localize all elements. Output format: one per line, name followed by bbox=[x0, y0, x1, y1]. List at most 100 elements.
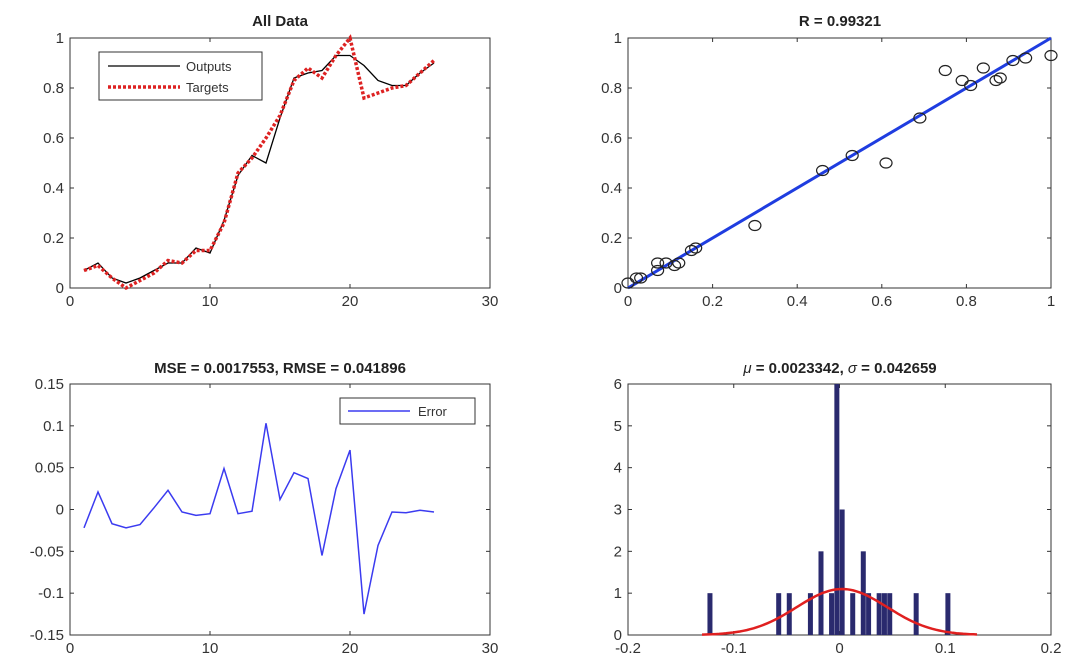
scatter-point bbox=[634, 272, 648, 284]
regression-x-tick-label: 0 bbox=[624, 293, 632, 310]
all-data-y-tick-label: 0.8 bbox=[43, 80, 64, 97]
histogram-bar bbox=[829, 593, 835, 635]
histogram-axes bbox=[627, 383, 1052, 636]
scatter-point bbox=[667, 259, 682, 272]
error-legend: Error bbox=[339, 397, 476, 425]
all-data-y-tick-label: 0.6 bbox=[43, 130, 64, 147]
scatter-point bbox=[989, 74, 1003, 87]
error-ticks: 0 10 20 30 -0.15 -0.1 -0.05 0 0.05 0.1 0.15 bbox=[30, 376, 499, 657]
histogram-bar bbox=[850, 593, 856, 635]
all-data-legend-box bbox=[98, 51, 263, 101]
regression-y-tick-label: 0.6 bbox=[601, 130, 622, 147]
histogram-x-tick-label: 0.1 bbox=[935, 640, 956, 657]
all-data-title: All Data bbox=[252, 13, 309, 30]
all-data-y-tick-label: 1 bbox=[56, 30, 64, 47]
regression-y-tick-label: 0.4 bbox=[601, 180, 622, 197]
histogram-title-mu-value: = 0.0023342, bbox=[752, 360, 848, 377]
legend-targets-label: Targets bbox=[186, 80, 229, 95]
histogram-x-tick-label: 0 bbox=[835, 640, 843, 657]
histogram-bar bbox=[887, 593, 893, 635]
regression-y-tick-label: 0 bbox=[614, 280, 622, 297]
histogram-y-tick-label: 5 bbox=[614, 418, 622, 435]
scatter-point bbox=[748, 219, 762, 232]
scatter-point bbox=[1019, 52, 1033, 64]
histogram-bar bbox=[707, 593, 713, 635]
regression-x-tick-label: 0.8 bbox=[956, 293, 977, 310]
histogram-x-tick-label: -0.2 bbox=[615, 640, 641, 657]
histogram-ticks: -0.2 -0.1 0 0.1 0.2 0 1 2 3 4 5 6 bbox=[614, 376, 1062, 657]
regression-y-tick-label: 0.8 bbox=[601, 80, 622, 97]
histogram-y-tick-label: 1 bbox=[614, 585, 622, 602]
legend-error-label: Error bbox=[418, 404, 448, 419]
error-y-tick-label: -0.05 bbox=[30, 543, 64, 560]
histogram-bar bbox=[876, 593, 882, 635]
regression-x-tick-label: 1 bbox=[1047, 293, 1055, 310]
histogram-y-tick-label: 3 bbox=[614, 502, 622, 519]
all-data-y-tick-label: 0 bbox=[56, 280, 64, 297]
scatter-point bbox=[1044, 49, 1058, 62]
all-data-y-tick-label: 0.2 bbox=[43, 230, 64, 247]
histogram-y-tick-label: 0 bbox=[614, 627, 622, 644]
histogram-bar bbox=[866, 593, 872, 635]
error-title: MSE = 0.0017553, RMSE = 0.041896 bbox=[154, 360, 406, 377]
regression-ticks: 0 0.2 0.4 0.6 0.8 1 0 0.2 0.4 0.6 0.8 1 bbox=[601, 30, 1055, 310]
error-x-tick-label: 30 bbox=[482, 640, 499, 657]
scatter-point bbox=[651, 264, 665, 277]
error-x-tick-label: 0 bbox=[66, 640, 74, 657]
histogram-title: μ = 0.0023342, σ = 0.042659 bbox=[742, 360, 936, 377]
histogram-bar bbox=[839, 509, 845, 635]
error-y-tick-label: 0.1 bbox=[43, 418, 64, 435]
histogram-marks bbox=[701, 384, 978, 636]
error-y-tick-label: 0.05 bbox=[35, 460, 64, 477]
legend-outputs-label: Outputs bbox=[186, 59, 232, 74]
regression-y-tick-label: 1 bbox=[614, 30, 622, 47]
error-y-tick-label: 0 bbox=[56, 502, 64, 519]
scatter-point bbox=[976, 62, 990, 74]
all-data-ticks: 0 10 20 30 0 0.2 0.4 0.6 0.8 1 bbox=[43, 30, 498, 310]
scatter-point bbox=[1006, 54, 1020, 67]
all-data-x-tick-label: 10 bbox=[202, 293, 219, 310]
scatter-point bbox=[684, 244, 699, 257]
series-line-outputs bbox=[83, 54, 435, 284]
histogram-y-tick-label: 4 bbox=[614, 460, 622, 477]
regression-title: R = 0.99321 bbox=[799, 13, 881, 30]
histogram-bar bbox=[776, 593, 782, 635]
error-y-tick-label: -0.15 bbox=[30, 627, 64, 644]
all-data-panel: 0 10 20 30 0 0.2 0.4 0.6 0.8 1 All Data Outputs T… bbox=[43, 13, 498, 310]
histogram-y-tick-label: 6 bbox=[614, 376, 622, 393]
scatter-point bbox=[672, 257, 686, 269]
scatter-point bbox=[964, 79, 978, 92]
histogram-bar bbox=[881, 593, 887, 635]
histogram-panel: -0.2 -0.1 0 0.1 0.2 0 1 2 3 4 5 6 μ = 0.0023342, σ … bbox=[614, 360, 1062, 657]
series-line-error bbox=[83, 423, 435, 615]
scatter-point bbox=[938, 64, 952, 77]
scatter-point bbox=[815, 164, 830, 177]
regression-panel: 0 0.2 0.4 0.6 0.8 1 0 0.2 0.4 0.6 0.8 1 R = 0.99321 bbox=[601, 13, 1058, 310]
histogram-bar bbox=[913, 593, 919, 635]
all-data-x-tick-label: 30 bbox=[482, 293, 499, 310]
histogram-x-tick-label: -0.1 bbox=[721, 640, 747, 657]
scatter-point bbox=[879, 157, 893, 169]
scatter-point bbox=[845, 149, 859, 162]
histogram-bar bbox=[807, 593, 813, 635]
histogram-title-sigma: σ bbox=[848, 360, 858, 377]
histogram-bar bbox=[945, 593, 951, 635]
all-data-x-tick-label: 20 bbox=[342, 293, 359, 310]
scatter-point bbox=[689, 242, 703, 254]
scatter-point bbox=[629, 272, 644, 284]
scatter-point bbox=[651, 257, 665, 269]
regression-x-tick-label: 0.4 bbox=[787, 293, 808, 310]
histogram-bar bbox=[834, 384, 840, 635]
error-y-tick-label: 0.15 bbox=[35, 376, 64, 393]
histogram-title-sigma-value: = 0.042659 bbox=[857, 360, 937, 377]
histogram-title-mu: μ bbox=[742, 360, 751, 377]
regression-x-tick-label: 0.6 bbox=[871, 293, 892, 310]
error-x-tick-label: 10 bbox=[202, 640, 219, 657]
fit-line bbox=[627, 36, 1052, 290]
error-x-tick-label: 20 bbox=[342, 640, 359, 657]
scatter-point bbox=[659, 257, 673, 269]
all-data-y-tick-label: 0.4 bbox=[43, 180, 64, 197]
regression-y-tick-label: 0.2 bbox=[601, 230, 622, 247]
all-data-x-tick-label: 0 bbox=[66, 293, 74, 310]
